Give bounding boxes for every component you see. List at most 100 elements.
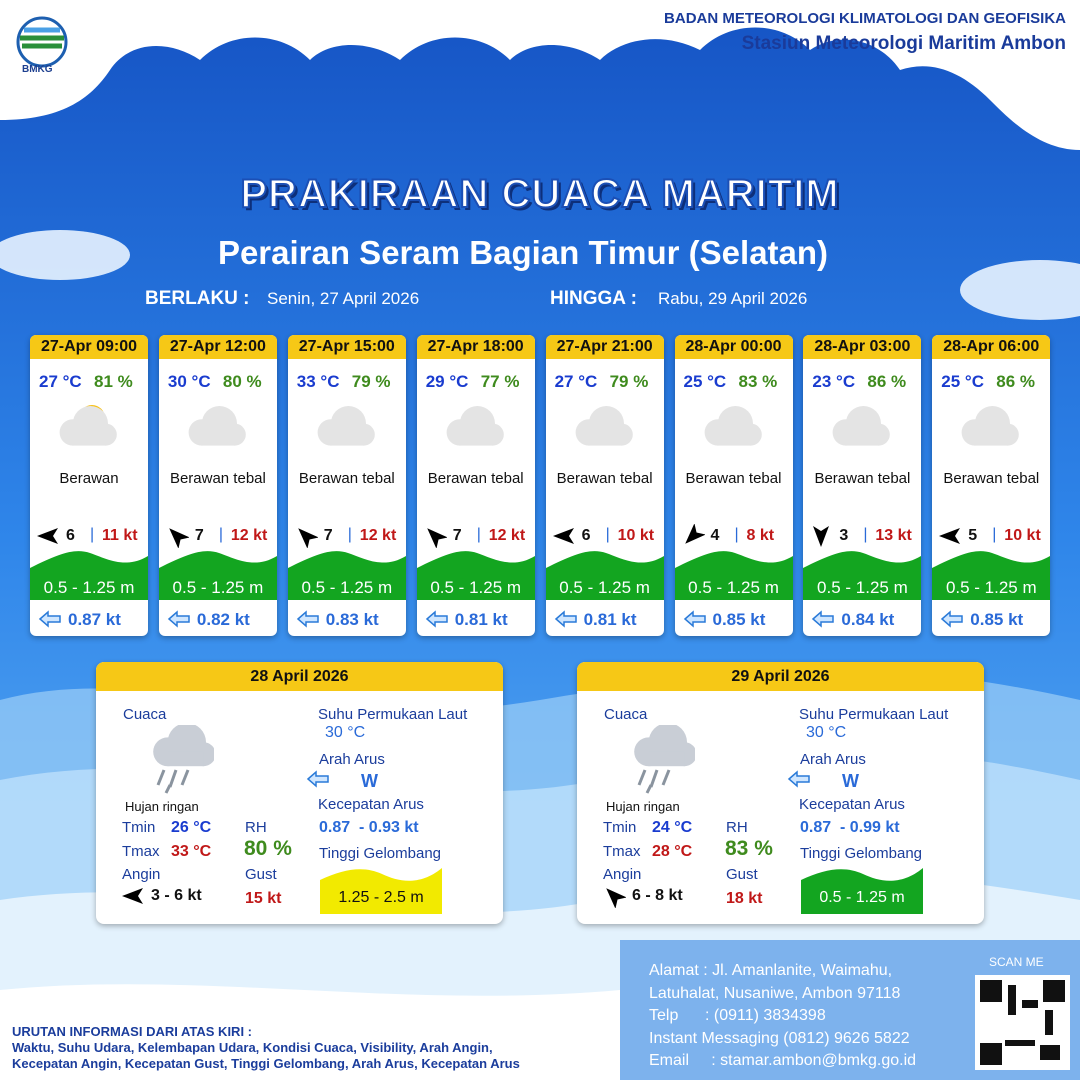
gust: 10 kt bbox=[1004, 527, 1041, 544]
wave-height: 0.5 - 1.25 m bbox=[430, 578, 522, 597]
weather-icon bbox=[59, 405, 117, 446]
wind-speed: 7 bbox=[452, 527, 462, 544]
wind-arrow bbox=[684, 524, 705, 544]
from-date: Senin, 27 April 2026 bbox=[267, 289, 420, 308]
weather-label: Cuaca bbox=[604, 706, 648, 723]
rain-icon bbox=[153, 725, 214, 794]
wind-speed: 6 bbox=[581, 527, 591, 544]
card-rh: 81 % bbox=[94, 372, 133, 391]
to-label: HINGGA : bbox=[550, 288, 637, 309]
wave-band bbox=[30, 551, 148, 600]
gust-label: Gust bbox=[245, 866, 277, 883]
card-time: 28-Apr 03:00 bbox=[803, 335, 922, 359]
card-temp: 23 °C bbox=[812, 372, 856, 391]
current-dir-label: Arah Arus bbox=[800, 751, 866, 768]
wind-arrow bbox=[122, 888, 143, 904]
current-dir: W bbox=[842, 771, 859, 791]
wave-band bbox=[545, 551, 664, 600]
wind: 3 - 6 kt bbox=[151, 887, 202, 904]
gust: 8 kt bbox=[746, 527, 775, 544]
wind-speed: 7 bbox=[194, 527, 204, 544]
rh-label: RH bbox=[726, 819, 748, 836]
gust: 15 kt bbox=[245, 890, 282, 907]
card-weather: Berawan bbox=[59, 470, 119, 487]
wind-arrow bbox=[939, 528, 961, 544]
current-speed: 0.83 kt bbox=[325, 610, 379, 629]
address-line: Email : stamar.ambon@bmkg.go.id bbox=[649, 1052, 917, 1069]
separator: | bbox=[218, 526, 224, 543]
weather-label: Cuaca bbox=[123, 706, 167, 723]
card-temp: 30 °C bbox=[167, 372, 211, 391]
agency: BADAN METEOROLOGI KLIMATOLOGI DAN GEOFIS… bbox=[664, 10, 1066, 27]
weather-icon bbox=[704, 406, 762, 446]
to-date: Rabu, 29 April 2026 bbox=[658, 289, 808, 308]
tmax-label: Tmax bbox=[603, 843, 641, 860]
current-arrow bbox=[683, 610, 706, 628]
card-temp: 27 °C bbox=[554, 372, 598, 391]
current-dir: W bbox=[361, 771, 378, 791]
rh: 83 % bbox=[725, 837, 773, 860]
wave-band bbox=[801, 868, 923, 914]
subtitle: Perairan Seram Bagian Timur (Selatan) bbox=[217, 234, 829, 271]
wave-label: Tinggi Gelombang bbox=[319, 845, 442, 862]
current-arrow bbox=[296, 610, 319, 628]
wave-height: 0.5 - 1.25 m bbox=[301, 578, 393, 597]
wave-height: 0.5 - 1.25 m bbox=[819, 889, 905, 906]
tmin-label: Tmin bbox=[122, 819, 156, 836]
current-speed: 0.85 kt bbox=[712, 610, 766, 629]
wave-height: 1.25 - 2.5 m bbox=[338, 889, 424, 906]
wave-band bbox=[287, 551, 406, 600]
address-line: Alamat : Jl. Amanlanite, Waimahu, bbox=[649, 962, 893, 979]
sst-label: Suhu Permukaan Laut bbox=[799, 706, 949, 723]
current-speed-label: Kecepatan Arus bbox=[799, 796, 905, 813]
wind-label: Angin bbox=[122, 866, 161, 883]
tmax-label: Tmax bbox=[122, 843, 160, 860]
wave-band bbox=[158, 551, 277, 600]
wave-band bbox=[416, 551, 535, 600]
panel-date: 29 April 2026 bbox=[577, 662, 984, 691]
sst: 30 °C bbox=[325, 724, 366, 741]
current-speed: 0.81 kt bbox=[454, 610, 508, 629]
daily-panel: 28 April 2026 Cuaca Hujan ringan Tmin 26 °C T… bbox=[96, 662, 503, 924]
wave-band bbox=[803, 551, 922, 600]
address-line: Latuhalat, Nusaniwe, Ambon 97118 bbox=[649, 984, 901, 1002]
card-weather: Berawan tebal bbox=[685, 470, 782, 487]
weather-icon bbox=[317, 406, 375, 446]
gust: 12 kt bbox=[488, 527, 526, 544]
gust: 13 kt bbox=[875, 527, 912, 544]
sst-label: Suhu Permukaan Laut bbox=[318, 706, 468, 723]
current-speed: 0.81 kt bbox=[583, 610, 637, 629]
address-line: Telp : (0911) 3834398 bbox=[649, 1007, 826, 1024]
current-arrow bbox=[554, 610, 577, 628]
tmax: 33 °C bbox=[171, 843, 212, 860]
card-temp: 25 °C bbox=[941, 372, 985, 391]
rh-label: RH bbox=[245, 819, 267, 836]
card-rh: 77 % bbox=[480, 372, 520, 391]
current-arrow bbox=[306, 770, 329, 788]
wave-height: 0.5 - 1.25 m bbox=[688, 578, 779, 597]
card-time: 28-Apr 00:00 bbox=[674, 335, 793, 359]
separator: | bbox=[992, 526, 997, 543]
note-line: Waktu, Suhu Udara, Kelembapan Udara, Kon… bbox=[12, 1040, 493, 1055]
panel-date: 28 April 2026 bbox=[96, 662, 503, 691]
card-time: 27-Apr 18:00 bbox=[416, 335, 535, 359]
separator: | bbox=[734, 526, 739, 543]
separator: | bbox=[476, 526, 481, 543]
card-weather: Berawan tebal bbox=[169, 470, 266, 487]
title: PRAKIRAAN CUACA MARITIM bbox=[239, 171, 840, 217]
weather-icon bbox=[832, 406, 891, 446]
tmin-label: Tmin bbox=[603, 819, 637, 836]
separator: | bbox=[347, 526, 352, 543]
separator: | bbox=[90, 526, 95, 543]
wave-height: 0.5 - 1.25 m bbox=[43, 578, 135, 597]
station: Stasiun Meteorologi Maritim Ambon bbox=[741, 33, 1066, 54]
gust-label: Gust bbox=[726, 866, 758, 883]
weather: Hujan ringan bbox=[125, 799, 199, 814]
card-rh: 79 % bbox=[351, 372, 391, 391]
card-weather: Berawan tebal bbox=[943, 470, 1040, 487]
card-rh: 86 % bbox=[996, 372, 1036, 391]
weather-icon bbox=[446, 406, 504, 446]
wave-height: 0.5 - 1.25 m bbox=[817, 578, 908, 597]
wind-speed: 6 bbox=[66, 527, 75, 544]
daily-panel: 29 April 2026 Cuaca Hujan ringan Tmin 24 °C T… bbox=[577, 662, 984, 924]
